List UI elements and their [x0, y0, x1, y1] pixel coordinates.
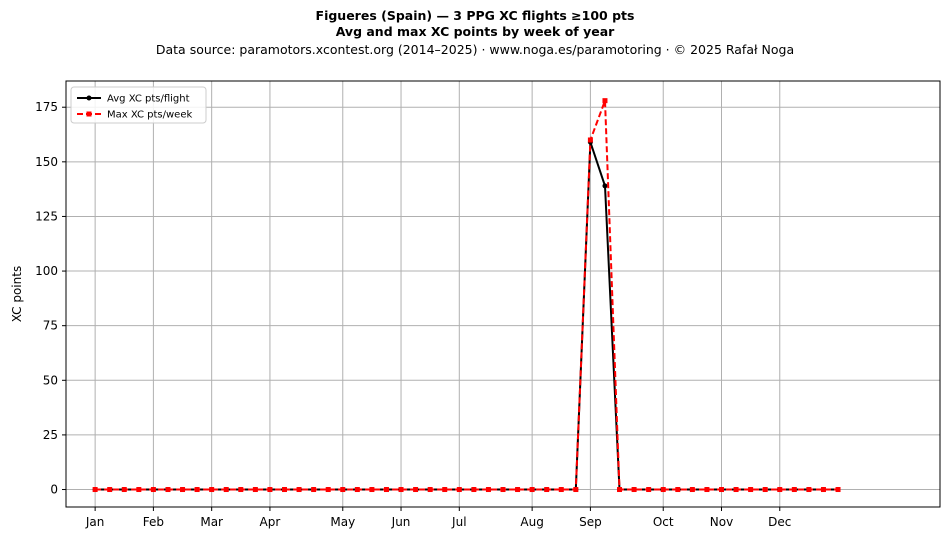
y-tick-label: 50	[43, 373, 58, 387]
data-point-max	[529, 487, 535, 493]
x-tick-label: Mar	[200, 515, 223, 529]
data-point-max	[762, 487, 768, 493]
data-point-max	[442, 487, 448, 493]
grid-lines	[66, 81, 940, 507]
data-point-max	[92, 487, 98, 493]
y-tick-label: 25	[43, 428, 58, 442]
x-tick-label: Feb	[143, 515, 164, 529]
data-point-max	[398, 487, 404, 493]
data-point-max	[835, 487, 841, 493]
data-point-max	[602, 98, 608, 104]
data-point-max	[573, 487, 579, 493]
data-point-max	[777, 487, 783, 493]
data-point-max	[646, 487, 652, 493]
series-line-max	[95, 99, 838, 491]
chart-subtitle: Avg and max XC points by week of year	[335, 24, 615, 39]
data-point-max	[383, 487, 389, 493]
data-point-max	[631, 487, 637, 493]
legend: Avg XC pts/flight Max XC pts/week	[70, 86, 207, 124]
y-tick-label: 100	[35, 264, 58, 278]
y-tick-label: 75	[43, 319, 58, 333]
legend-marker	[86, 95, 92, 101]
data-point-max	[180, 487, 186, 493]
y-tick-label: 175	[35, 100, 58, 114]
data-point-max	[617, 487, 623, 493]
data-point-max	[194, 487, 200, 493]
data-point-max	[675, 487, 681, 493]
data-point-max	[238, 487, 244, 493]
data-point-max	[107, 487, 113, 493]
data-point-max	[223, 487, 229, 493]
data-point-max	[500, 487, 506, 493]
data-point-max	[733, 487, 739, 493]
data-point-max	[719, 487, 724, 493]
data-point-max	[704, 487, 710, 493]
x-tick-label: May	[330, 515, 355, 529]
data-source-note: Data source: paramotors.xcontest.org (20…	[155, 42, 795, 57]
x-tick-label: Apr	[260, 515, 281, 529]
data-point-max	[806, 487, 812, 493]
data-point-max	[282, 487, 287, 493]
data-point-max	[471, 487, 477, 493]
data-point-max	[544, 487, 550, 493]
data-point-max	[820, 487, 826, 493]
data-point-max	[136, 487, 142, 493]
data-point-max	[296, 487, 302, 493]
data-point-max	[427, 487, 433, 493]
x-tick-label: Jul	[451, 515, 466, 529]
legend-box	[70, 86, 207, 124]
data-point-max	[660, 487, 666, 493]
data-point-max	[748, 487, 754, 493]
data-point-max	[485, 487, 491, 493]
data-point-max	[165, 487, 171, 493]
series-lines	[92, 98, 841, 493]
x-tick-label: Jun	[391, 515, 411, 529]
chart-title: Figueres (Spain) — 3 PPG XC flights ≥100…	[315, 8, 635, 23]
x-tick-label: Sep	[579, 515, 602, 529]
axes: Jan Feb Mar Apr May Jun Jul Aug Sep Oct Nov Dec 0 25 5…	[35, 100, 791, 529]
data-point-max	[413, 487, 419, 493]
x-tick-label: Aug	[520, 515, 543, 529]
x-tick-label: Nov	[710, 515, 733, 529]
data-point-max	[209, 487, 215, 493]
data-point-max	[267, 487, 273, 493]
data-point-max	[325, 487, 331, 493]
data-point-max	[354, 487, 360, 493]
data-point-max	[558, 487, 564, 493]
data-point-max	[150, 487, 156, 493]
x-tick-label: Dec	[768, 515, 791, 529]
data-point-max	[791, 487, 797, 493]
legend-marker	[86, 111, 92, 117]
data-point-avg	[602, 183, 608, 189]
series-line-avg	[95, 141, 838, 491]
data-point-max	[456, 487, 462, 493]
data-point-max	[340, 487, 346, 493]
legend-label: Max XC pts/week	[107, 110, 192, 121]
data-point-max	[311, 487, 317, 493]
y-tick-label: 150	[35, 155, 58, 169]
data-point-max	[121, 487, 127, 493]
data-point-max	[515, 487, 521, 493]
data-point-max	[369, 487, 375, 493]
plot-frame	[65, 80, 941, 508]
y-axis-label: XC points	[10, 266, 24, 322]
legend-label: Avg XC pts/flight	[107, 94, 190, 105]
data-point-max	[689, 487, 695, 493]
x-tick-label: Jan	[85, 515, 105, 529]
x-tick-label: Oct	[653, 515, 674, 529]
data-point-max	[252, 487, 258, 493]
y-tick-label: 0	[50, 483, 58, 497]
data-point-max	[587, 137, 593, 143]
y-tick-label: 125	[35, 209, 58, 223]
